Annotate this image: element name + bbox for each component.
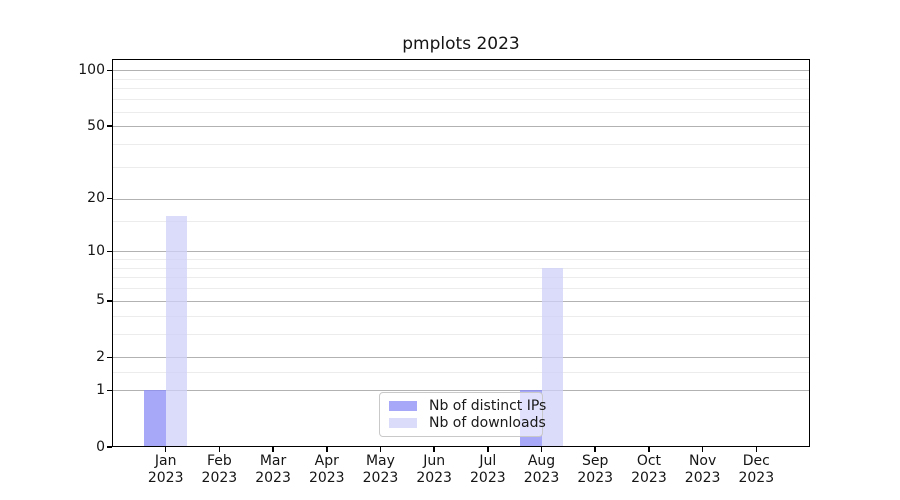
x-tick-mark [379, 447, 382, 452]
x-tick-mark [594, 447, 596, 452]
bar-nb-of-distinct-ips-jan [144, 390, 166, 447]
y-tick-mark [107, 125, 112, 127]
x-tick-label: Jul 2023 [470, 453, 506, 486]
x-tick-label: Apr 2023 [308, 453, 345, 486]
legend-label: Nb of distinct IPs [429, 397, 547, 414]
y-tick-mark [107, 446, 112, 448]
x-tick-mark [648, 447, 650, 452]
y-tick-label: 100 [78, 61, 105, 78]
x-tick-mark [540, 447, 543, 452]
gridline-minor [112, 259, 810, 261]
y-tick-label: 10 [87, 242, 105, 259]
legend-swatch-distinct-ips [389, 400, 417, 411]
gridline-minor [112, 143, 810, 145]
y-tick-mark [107, 69, 112, 72]
gridline-minor [112, 372, 810, 374]
gridline-minor [112, 333, 810, 335]
x-tick-mark [326, 447, 328, 452]
x-tick-label: Sep 2023 [577, 453, 614, 486]
x-tick-mark [218, 447, 221, 452]
y-tick-label: 50 [87, 117, 105, 134]
y-tick-label: 2 [96, 348, 105, 365]
y-tick-mark [107, 250, 112, 253]
x-tick-label: Aug 2023 [523, 453, 560, 486]
y-tick-label: 20 [87, 190, 105, 207]
gridline-minor [112, 277, 810, 279]
bar-nb-of-downloads-aug [541, 267, 564, 447]
gridline-major [112, 198, 810, 200]
gridline-major [112, 390, 810, 392]
x-tick-mark [701, 447, 704, 452]
plot-area [112, 59, 810, 447]
gridline-major [112, 300, 810, 302]
gridline-major [112, 126, 810, 128]
y-tick-label: 1 [96, 381, 105, 398]
axes-spines [112, 59, 810, 447]
y-tick-label: 0 [96, 438, 105, 455]
gridline-minor [112, 288, 810, 290]
gridline-major [112, 70, 810, 72]
y-tick-mark [107, 356, 112, 359]
x-tick-label: Nov 2023 [684, 453, 721, 486]
x-tick-label: Feb 2023 [201, 453, 238, 486]
x-tick-label: Jan 2023 [147, 453, 184, 486]
gridline-major [112, 357, 810, 359]
chart-title: pmplots 2023 [402, 34, 520, 54]
x-tick-label: Mar 2023 [255, 453, 291, 486]
x-tick-label: May 2023 [362, 453, 399, 486]
y-tick-mark [107, 389, 112, 392]
legend-swatch-downloads [389, 418, 417, 429]
gridline-minor [112, 111, 810, 113]
y-tick-mark [107, 197, 112, 200]
y-tick-label: 5 [96, 292, 105, 309]
legend-item-downloads: Nb of downloads [389, 415, 546, 433]
x-tick-mark [272, 447, 274, 452]
gridline-minor [112, 315, 810, 317]
x-tick-label: Dec 2023 [738, 453, 775, 486]
x-tick-mark [487, 447, 489, 452]
legend: Nb of distinct IPs Nb of downloads [379, 392, 546, 437]
gridline-minor [112, 166, 810, 168]
x-tick-label: Oct 2023 [631, 453, 667, 486]
gridline-minor [112, 88, 810, 90]
gridline-minor [112, 99, 810, 101]
gridline-minor [112, 220, 810, 222]
gridline-major [112, 251, 810, 253]
x-tick-mark [164, 447, 167, 452]
y-tick-mark [107, 300, 112, 302]
gridline-minor [112, 267, 810, 269]
x-tick-mark [755, 447, 758, 452]
gridline-minor [112, 78, 810, 80]
bar-nb-of-downloads-jan [165, 215, 188, 447]
legend-label: Nb of downloads [429, 415, 546, 432]
x-tick-mark [433, 447, 435, 452]
legend-item-distinct-ips: Nb of distinct IPs [389, 397, 546, 415]
x-tick-label: Jun 2023 [416, 453, 452, 486]
